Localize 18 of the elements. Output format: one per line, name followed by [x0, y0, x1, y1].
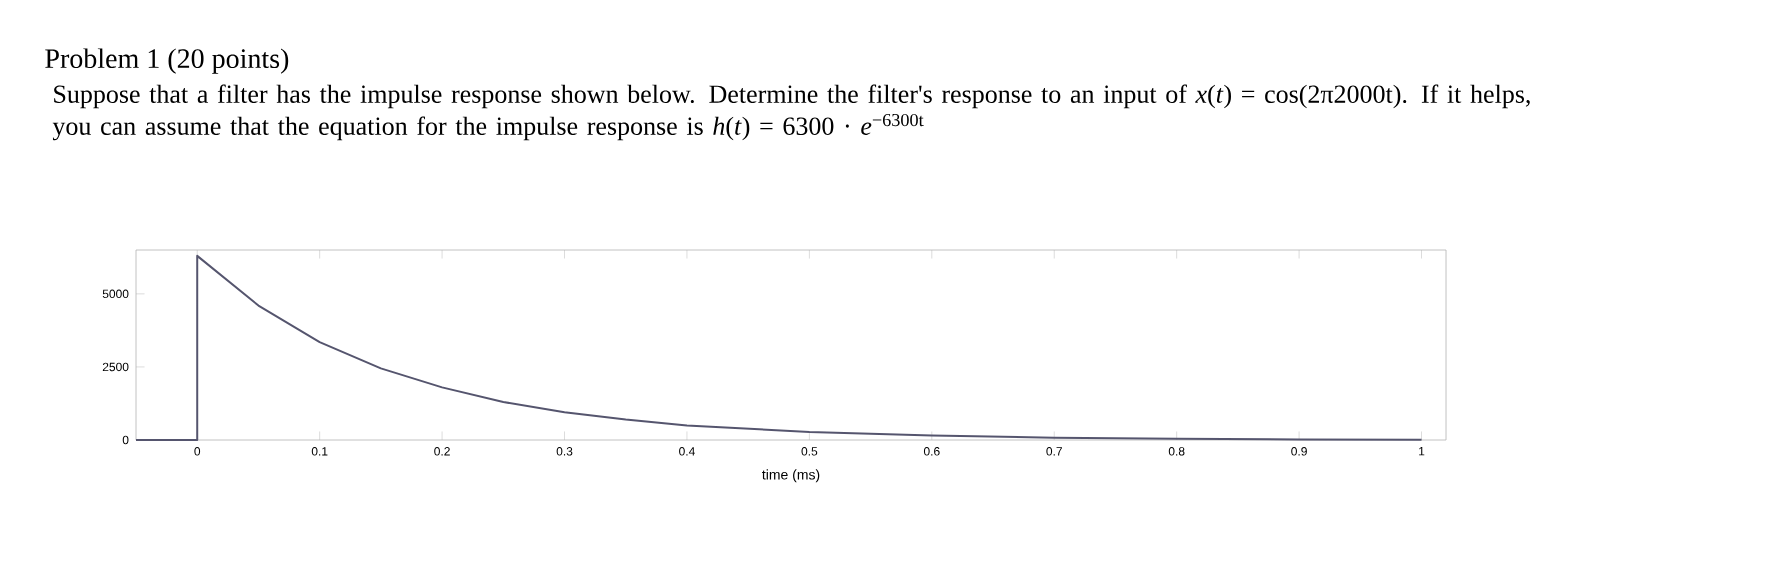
x-axis-title: time (ms) — [762, 469, 820, 483]
x-tick-label: 0.7 — [1046, 447, 1062, 456]
x-tick-label: 0.9 — [1291, 447, 1307, 456]
y-tick-label: 0 — [122, 435, 129, 445]
x-tick-label: 0.6 — [923, 447, 940, 456]
y-tick-label: 2500 — [102, 362, 129, 372]
y-tick-label: 5000 — [102, 289, 129, 299]
x-tick-label: 0.2 — [434, 447, 450, 456]
x-tick-label: 0 — [194, 447, 201, 456]
line-series — [135, 254, 1423, 442]
chart-title: Problem 1 (20 points) — [45, 48, 289, 74]
x-tick-label: 1 — [1419, 447, 1425, 456]
x-tick-label: 0.1 — [311, 447, 328, 456]
text: Suppose that a filter has the impulse response shown below. Determine the filter's response to an input of x(t) = cos(2π2000t). If it helps, you can assume that the equation for the impulse response is h(t) = 6300 · e$^{−6300t}$ — [52, 84, 1530, 141]
x-tick-label: 0.8 — [1168, 447, 1185, 456]
x-tick-label: 0.5 — [801, 447, 818, 456]
x-tick-label: 0.3 — [556, 447, 573, 456]
x-tick-label: 0.4 — [679, 447, 695, 456]
